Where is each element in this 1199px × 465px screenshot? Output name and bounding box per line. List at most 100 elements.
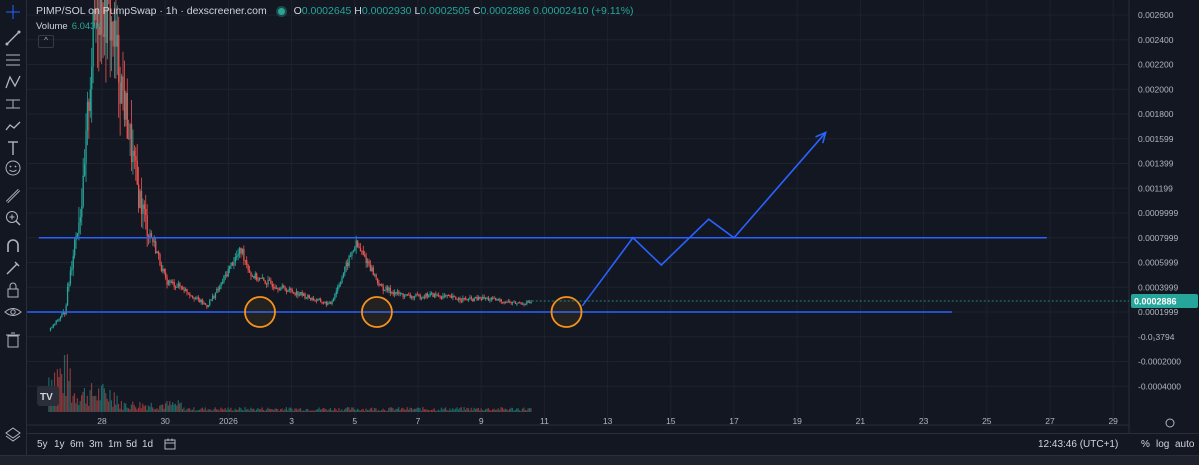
volume-bar: [442, 409, 444, 412]
range-1m[interactable]: 1m: [108, 439, 122, 450]
candle-body: [425, 293, 427, 298]
price-chart[interactable]: 0.002600 0.002400 0.002200 0.002000 0.001800…: [27, 0, 1199, 433]
range-1d[interactable]: 1d: [142, 439, 154, 450]
crosshair-icon[interactable]: [3, 2, 23, 22]
volume-bar: [231, 410, 233, 412]
magnet-icon[interactable]: [3, 236, 23, 256]
clock-time[interactable]: 12:43:46 (UTC+1): [1038, 439, 1119, 450]
volume-bar: [235, 409, 238, 412]
candle-body: [486, 297, 488, 299]
candle-body: [226, 274, 228, 277]
candle-body: [421, 298, 423, 300]
range-5y[interactable]: 5y: [37, 439, 48, 450]
x-tick-label: 30: [160, 416, 170, 426]
volume-bar: [504, 408, 506, 412]
volume-bar: [153, 409, 155, 412]
support-touch-circle[interactable]: [361, 296, 393, 328]
candle-body: [423, 296, 426, 298]
fib-retracement-icon[interactable]: [3, 50, 23, 70]
candle-body: [285, 290, 288, 292]
trend-line-icon[interactable]: [3, 28, 23, 48]
candle-body: [510, 302, 512, 304]
candle-body: [479, 296, 481, 299]
candle-body: [173, 282, 175, 287]
calendar-range-icon[interactable]: [164, 438, 176, 450]
candle-body: [462, 298, 464, 302]
candle-body: [248, 270, 251, 273]
volume-bar: [186, 409, 188, 412]
candle-body: [440, 296, 443, 299]
layers-icon[interactable]: [3, 425, 23, 445]
volume-bar: [294, 408, 296, 412]
volume-bar: [287, 410, 289, 412]
range-1y[interactable]: 1y: [54, 439, 65, 450]
range-3m[interactable]: 3m: [89, 439, 103, 450]
pattern-icon[interactable]: [3, 72, 23, 92]
candle-body: [54, 323, 56, 325]
candle-body: [106, 0, 109, 43]
y-tick-label: 0.001199: [1138, 183, 1173, 193]
support-touch-circle[interactable]: [550, 296, 583, 328]
text-icon[interactable]: [3, 138, 23, 158]
volume-bar: [193, 407, 195, 412]
volume-bar: [416, 407, 418, 412]
ruler-icon[interactable]: [3, 186, 23, 206]
candle-body: [403, 295, 406, 297]
volume-bar: [317, 409, 319, 412]
volume-bar: [264, 410, 266, 412]
prediction-icon[interactable]: [3, 94, 23, 114]
log-toggle[interactable]: log: [1156, 439, 1170, 450]
volume-bar: [514, 409, 516, 412]
volume-bar: [321, 409, 323, 412]
candle-body: [375, 274, 377, 279]
candle-body: [123, 90, 126, 120]
range-5d[interactable]: 5d: [126, 439, 138, 450]
candle-body: [477, 296, 480, 301]
volume-bar: [322, 407, 324, 412]
symbol-title[interactable]: PIMP/SOL on PumpSwap · 1h · dexscreener.…: [36, 5, 267, 17]
volume-bar: [144, 405, 147, 412]
eye-icon[interactable]: [3, 302, 23, 322]
settings-gear-icon[interactable]: [1165, 418, 1175, 428]
y-tick-label: 0.0005999: [1138, 258, 1178, 268]
lock-icon[interactable]: [3, 280, 23, 300]
candle-body: [281, 285, 283, 288]
trash-icon[interactable]: [3, 330, 23, 350]
candle-body: [79, 216, 82, 223]
x-tick-label: 21: [856, 416, 866, 426]
volume-bar: [245, 409, 248, 412]
y-tick-label: 0.001399: [1138, 159, 1174, 169]
volume-bar: [206, 410, 208, 412]
volume-bar: [71, 402, 73, 412]
candle-body: [457, 297, 460, 300]
auto-toggle[interactable]: auto: [1175, 439, 1195, 450]
volume-bar: [341, 409, 343, 412]
candle-body: [415, 294, 417, 297]
projection-path[interactable]: [581, 132, 827, 307]
volume-bar: [521, 408, 524, 412]
candle-body: [304, 293, 306, 299]
percent-toggle[interactable]: %: [1141, 439, 1150, 450]
y-tick-label: 0.002200: [1138, 60, 1174, 70]
zoom-in-icon[interactable]: [3, 208, 23, 228]
candle-body: [426, 293, 428, 297]
candle-body: [516, 303, 518, 305]
candle-body: [372, 267, 374, 275]
path-icon[interactable]: [3, 116, 23, 136]
candle-body: [435, 293, 437, 296]
candle-body: [317, 299, 319, 301]
volume-bar: [349, 409, 351, 412]
collapse-legend-button[interactable]: ^: [38, 35, 54, 48]
support-touch-circle[interactable]: [244, 296, 276, 328]
volume-bar: [122, 409, 124, 412]
candle-body: [238, 248, 241, 255]
candle-body: [487, 297, 490, 301]
range-6m[interactable]: 6m: [70, 439, 84, 450]
volume-bar: [277, 409, 279, 412]
emoji-icon[interactable]: [3, 158, 23, 178]
candle-body: [430, 292, 433, 294]
candle-body: [56, 320, 59, 322]
candle-body: [301, 292, 303, 296]
candle-body: [120, 76, 123, 104]
lock-drawings-icon[interactable]: [3, 258, 23, 278]
